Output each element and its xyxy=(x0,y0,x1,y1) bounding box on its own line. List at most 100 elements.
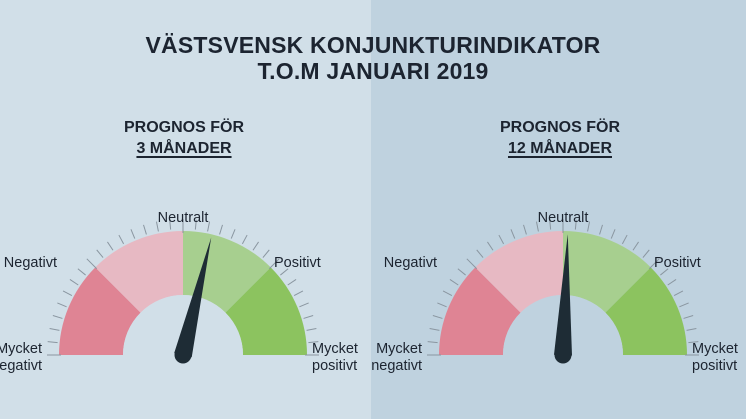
gauge-tick xyxy=(306,327,317,331)
gauge-tick xyxy=(432,315,443,319)
gauge-tick xyxy=(498,234,505,245)
gauge-tick xyxy=(293,290,304,297)
gauge-tick xyxy=(574,219,577,230)
label-mycket-positivt-line2: positivt xyxy=(692,358,737,374)
gauge-tick xyxy=(262,249,270,258)
gauge-tick xyxy=(86,258,98,270)
gauge-tick xyxy=(155,221,159,232)
label-mycket-negativt-line2: negativt xyxy=(371,358,422,374)
gauge-tick xyxy=(632,241,639,251)
label-positivt: Positivt xyxy=(274,255,321,271)
gauge-tick xyxy=(96,249,104,258)
gauge-ticks xyxy=(47,219,319,356)
gauge-tick xyxy=(476,249,484,258)
gauge-tick xyxy=(660,268,669,276)
gauge-tick xyxy=(587,221,591,232)
gauge-tick xyxy=(143,224,147,235)
gauge-segment-mycket-positivt xyxy=(605,267,687,355)
gauge-tick xyxy=(303,315,314,319)
gauge-tick xyxy=(549,219,552,230)
gauge-tick xyxy=(535,221,539,232)
gauge-tick xyxy=(49,327,60,331)
gauge-tick xyxy=(194,219,197,230)
gauge-3-months: NeutraltNegativtPositivtMycketnegativtMy… xyxy=(0,210,358,374)
gauge-tick xyxy=(427,341,438,344)
gauge-tick xyxy=(466,258,478,270)
gauge-tick xyxy=(118,234,125,245)
gauge-tick xyxy=(437,302,447,308)
gauge-tick xyxy=(299,302,309,308)
gauge-tick xyxy=(268,258,280,270)
subtitle-line-1: PROGNOS FÖR xyxy=(123,119,244,136)
label-mycket-positivt-line1: Mycket xyxy=(312,341,358,357)
gauge-12-months-subtitle: PROGNOS FÖR 12 MÅNADER xyxy=(440,117,680,159)
gauge-tick xyxy=(62,290,73,297)
gauge-tick xyxy=(130,229,136,239)
gauge-segment-positivt xyxy=(563,231,651,313)
gauge-tick xyxy=(510,229,516,239)
gauge-tick xyxy=(688,341,699,344)
gauge-tick xyxy=(679,302,689,308)
gauge-tick xyxy=(241,234,248,245)
gauge-tick xyxy=(57,302,67,308)
label-mycket-negativt-line2: negativt xyxy=(0,358,42,374)
label-mycket-negativt-line1: Mycket xyxy=(376,341,422,357)
gauge-tick xyxy=(219,224,223,235)
gauge-tick xyxy=(169,219,172,230)
label-mycket-positivt-line2: positivt xyxy=(312,358,357,374)
label-neutralt: Neutralt xyxy=(158,210,209,226)
label-positivt: Positivt xyxy=(654,255,701,271)
subtitle-line-2: 3 MÅNADER xyxy=(136,140,232,157)
gauge-needle-pivot xyxy=(174,346,192,364)
gauge-tick xyxy=(308,341,319,344)
gauge-tick xyxy=(69,279,79,286)
gauge-tick xyxy=(667,279,677,286)
label-negativt: Negativt xyxy=(384,255,437,271)
title-line-2: T.O.M JANUARI 2019 xyxy=(257,58,489,84)
gauge-tick xyxy=(449,279,459,286)
gauge-tick xyxy=(429,327,440,331)
gauge-tick xyxy=(621,234,628,245)
title-line-1: VÄSTSVENSK KONJUNKTURINDIKATOR xyxy=(145,32,601,58)
gauge-segment-mycket-negativt xyxy=(59,267,141,355)
gauge-tick xyxy=(610,229,616,239)
gauge-tick xyxy=(252,241,259,251)
gauge-tick xyxy=(287,279,297,286)
gauge-3-months-subtitle: PROGNOS FÖR 3 MÅNADER xyxy=(64,117,304,159)
gauge-tick xyxy=(457,268,466,276)
gauge-hub xyxy=(123,295,243,355)
subtitle-line-1: PROGNOS FÖR xyxy=(499,119,620,136)
gauge-tick xyxy=(686,327,697,331)
gauge-segment-mycket-negativt xyxy=(439,267,521,355)
gauge-tick xyxy=(648,258,660,270)
page-title: VÄSTSVENSK KONJUNKTURINDIKATOR T.O.M JAN… xyxy=(0,32,746,84)
gauge-needle xyxy=(174,237,212,360)
gauge-ticks xyxy=(427,219,699,356)
label-mycket-negativt-line1: Mycket xyxy=(0,341,42,357)
gauge-tick xyxy=(487,241,494,251)
gauge-tick xyxy=(523,224,527,235)
label-neutralt: Neutralt xyxy=(538,210,589,226)
gauge-needle-pivot xyxy=(554,346,572,364)
gauge-tick xyxy=(280,268,289,276)
gauge-tick xyxy=(442,290,453,297)
subtitle-line-2: 12 MÅNADER xyxy=(507,140,612,157)
gauge-segment-positivt xyxy=(183,231,271,313)
gauge-segment-mycket-positivt xyxy=(225,267,307,355)
gauge-tick xyxy=(599,224,603,235)
label-mycket-positivt-line1: Mycket xyxy=(692,341,738,357)
gauge-tick xyxy=(77,268,86,276)
gauge-tick xyxy=(52,315,63,319)
gauge-tick xyxy=(47,341,58,344)
gauge-tick xyxy=(673,290,684,297)
gauge-tick xyxy=(683,315,694,319)
gauge-segment-negativt xyxy=(95,231,183,313)
gauge-tick xyxy=(642,249,650,258)
label-negativt: Negativt xyxy=(4,255,57,271)
gauge-tick xyxy=(107,241,114,251)
gauge-tick xyxy=(230,229,236,239)
gauge-segment-negativt xyxy=(475,231,563,313)
gauge-tick xyxy=(207,221,211,232)
gauge-needle xyxy=(554,234,572,360)
